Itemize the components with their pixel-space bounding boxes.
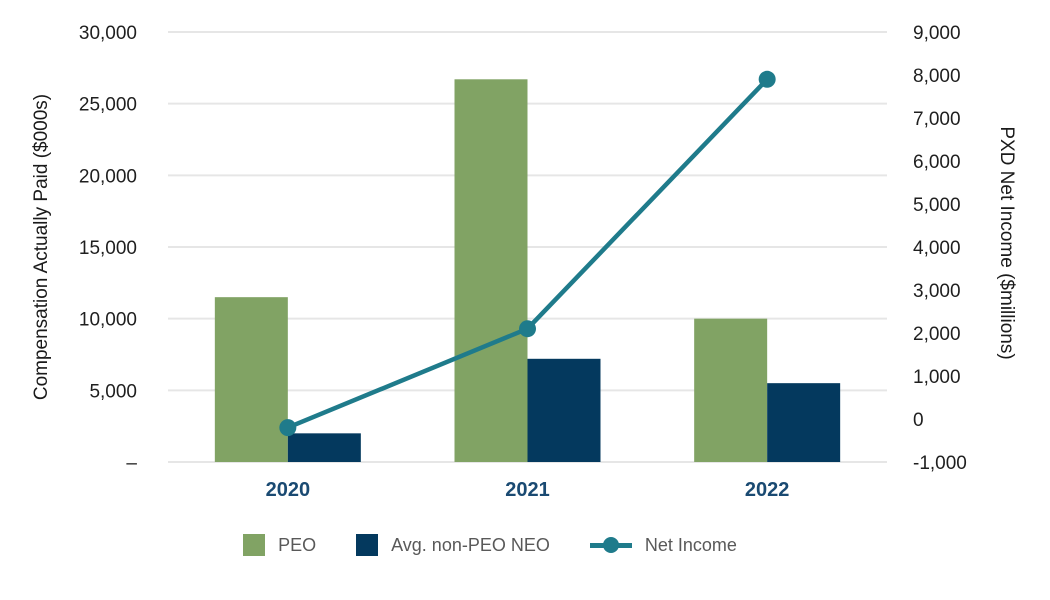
legend-item-net-income: Net Income [589, 534, 737, 556]
y-left-tick-label: 30,000 [79, 23, 137, 44]
neo-bar [527, 358, 601, 462]
y-right-tick-label: 2,000 [913, 324, 961, 345]
net-income-point [519, 320, 536, 338]
legend-item-neo: Avg. non-PEO NEO [356, 534, 550, 556]
x-axis-label: 2021 [505, 479, 550, 501]
neo-swatch [356, 534, 379, 556]
y-left-tick-label: 15,000 [79, 238, 137, 259]
y-left-tick-label: 25,000 [79, 95, 137, 116]
y-left-tick-label: 5,000 [89, 381, 137, 402]
y-right-tick-label: 7,000 [913, 109, 961, 130]
y-right-tick-label: 6,000 [913, 152, 961, 173]
legend-label-peo: PEO [278, 534, 317, 555]
line-swatch-dot [602, 537, 619, 553]
y-right-tick-label: 4,000 [913, 238, 961, 259]
neo-bar [767, 383, 841, 462]
legend-label-net-income: Net Income [644, 534, 737, 555]
peo-bar [214, 297, 288, 462]
y-right-tick-label: 1,000 [913, 367, 961, 388]
legend-label-neo: Avg. non-PEO NEO [391, 534, 550, 555]
x-axis-label: 2022 [745, 479, 790, 501]
peo-swatch [243, 534, 266, 556]
y-right-tick-label: -1,000 [913, 453, 967, 474]
y-left-tick-label: 10,000 [79, 310, 137, 331]
y-right-tick-label: 5,000 [913, 195, 961, 216]
net-income-point [279, 419, 297, 437]
legend-item-peo: PEO [243, 534, 316, 556]
net-income-point [758, 70, 776, 88]
y-right-tick-label: 3,000 [913, 281, 961, 302]
neo-bar [287, 433, 361, 462]
y-left-tick-label: – [126, 453, 137, 474]
peo-bar [694, 318, 768, 462]
peo-bar [454, 79, 528, 463]
y-right-tick-label: 0 [913, 410, 924, 431]
y-right-tick-label: 8,000 [913, 66, 961, 87]
legend: PEO Avg. non-PEO NEO Net Income [0, 534, 1015, 556]
net-income-line-swatch [589, 534, 632, 556]
y-left-tick-label: 20,000 [79, 166, 137, 187]
y-right-tick-label: 9,000 [913, 23, 961, 44]
x-axis-label: 2020 [266, 479, 311, 501]
